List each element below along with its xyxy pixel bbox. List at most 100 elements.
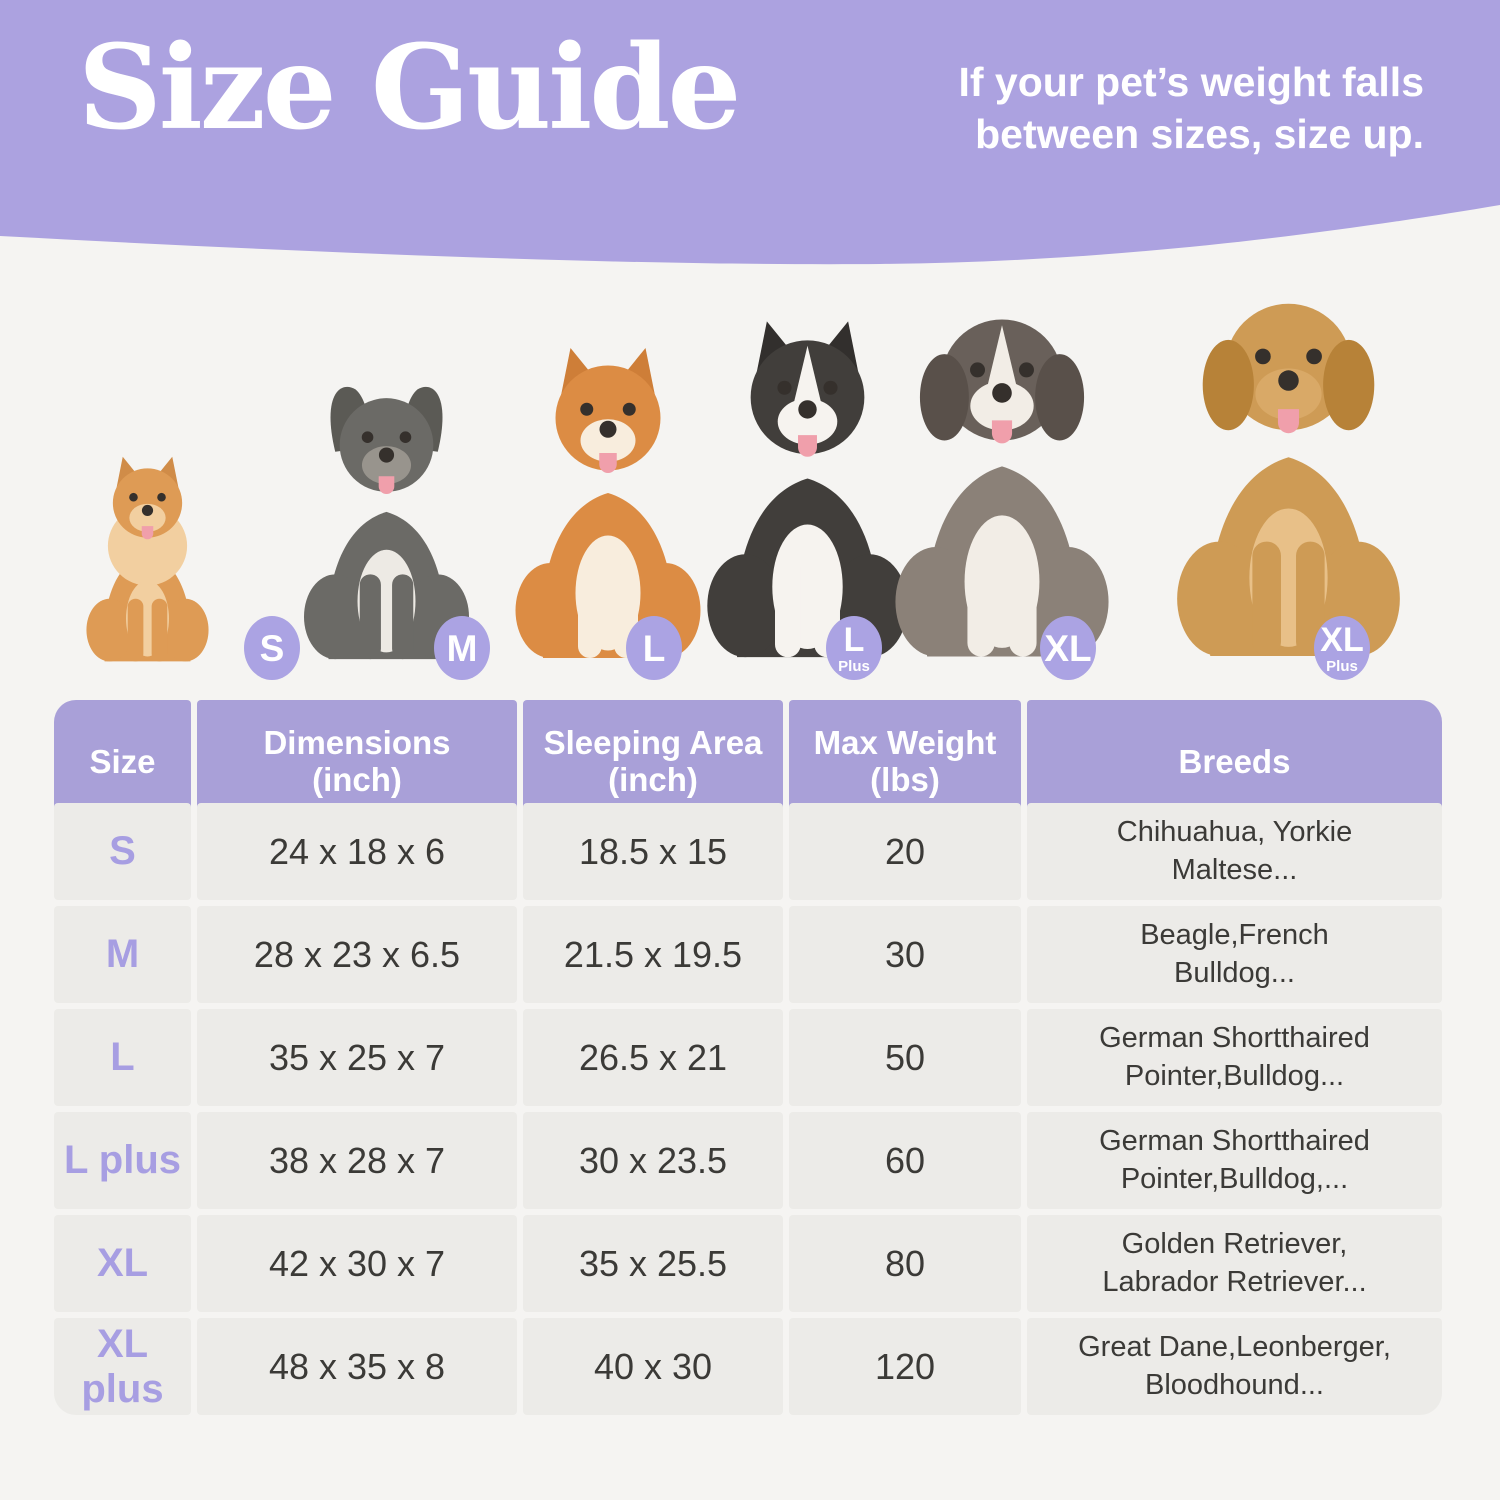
column-header-line2: (inch) (608, 761, 698, 798)
dog-haunch-left (303, 574, 367, 660)
dog-illustration (895, 319, 1109, 657)
badge-sublabel: Plus (838, 657, 870, 675)
table-cell-s-sleeping-area: 18.5 x 15 (523, 803, 783, 900)
dog-haunch-left (1177, 541, 1262, 656)
column-header-line1: Sleeping Area (543, 724, 763, 762)
dog-eye-right (622, 402, 636, 416)
column-header-line1: Dimensions (263, 724, 451, 762)
dog-tongue (599, 453, 617, 473)
table-cell-l-sleeping-area: 26.5 x 21 (523, 1009, 783, 1106)
dog-muzzle (361, 446, 412, 485)
table-cell-m-dimensions: 28 x 23 x 6.5 (197, 906, 517, 1003)
dog-eye-left (970, 362, 986, 378)
dog-eye-right (823, 380, 838, 395)
badge-label: M (446, 627, 478, 669)
table-cell-l-plus-breeds: German Shortthaired Pointer,Bulldog,... (1027, 1112, 1442, 1209)
table-cell-s-max-weight: 20 (789, 803, 1021, 900)
dog-ear-left (1202, 339, 1254, 431)
dog-ear-right (1035, 354, 1085, 441)
table-cell-xl-max-weight: 80 (789, 1215, 1021, 1312)
dog-tongue (1277, 409, 1300, 434)
dog-nose (141, 504, 154, 517)
dog-eye-left (361, 431, 374, 443)
header-note: If your pet’s weight falls between sizes… (959, 56, 1425, 161)
table-cell-m-sleeping-area: 21.5 x 19.5 (523, 906, 783, 1003)
size-badge-xl: XL (1040, 616, 1096, 680)
table-cell-l-plus-size: L plus (54, 1112, 191, 1209)
dog-muzzle (970, 381, 1034, 431)
column-header-line1: Breeds (1178, 742, 1291, 780)
dog-leg-right (392, 574, 414, 660)
dog-nose (599, 420, 617, 438)
dog-leg-right (151, 598, 168, 662)
dog-blaze (986, 325, 1018, 392)
dog-golden-retriever-image (1138, 276, 1439, 668)
dog-haunch-left (515, 563, 586, 658)
dog-haunch-left (86, 598, 133, 662)
dog-leg-left (127, 598, 144, 662)
dog-eye-right (1018, 362, 1034, 378)
dog-australian-shepherd-image (858, 293, 1146, 668)
badge-label: XL (1044, 627, 1092, 669)
table-cell-l-plus-sleeping-area: 30 x 23.5 (523, 1112, 783, 1209)
table-cell-l-breeds: German Shortthaired Pointer,Bulldog... (1027, 1009, 1442, 1106)
dog-leg-right (1009, 547, 1037, 657)
dog-eye-left (777, 380, 792, 395)
dog-ear-left (919, 354, 969, 441)
table-cell-xl-size: XL (54, 1215, 191, 1312)
column-header-line1: Size (89, 742, 156, 780)
table-cell-l-plus-dimensions: 38 x 28 x 7 (197, 1112, 517, 1209)
column-header-line1: Max Weight (813, 724, 997, 762)
dog-muzzle (580, 419, 636, 462)
table-cell-s-dimensions: 24 x 18 x 6 (197, 803, 517, 900)
dog-eye-right (399, 431, 412, 443)
dog-eye-left (580, 402, 594, 416)
dog-tongue (798, 435, 817, 457)
dog-leg-left (578, 563, 602, 658)
dog-haunch-left (707, 554, 784, 658)
table-cell-l-dimensions: 35 x 25 x 7 (197, 1009, 517, 1106)
table-cell-xl-plus-sleeping-area: 40 x 30 (523, 1318, 783, 1415)
table-cell-l-max-weight: 50 (789, 1009, 1021, 1106)
table-cell-xl-breeds: Golden Retriever, Labrador Retriever... (1027, 1215, 1442, 1312)
dog-nose (798, 400, 817, 419)
dog-nose (378, 447, 395, 463)
table-cell-l-plus-max-weight: 60 (789, 1112, 1021, 1209)
dog-eye-left (129, 492, 138, 502)
badge-label: XL (1320, 620, 1364, 659)
table-cell-xl-plus-breeds: Great Dane,Leonberger, Bloodhound... (1027, 1318, 1442, 1415)
table-cell-xl-dimensions: 42 x 30 x 7 (197, 1215, 517, 1312)
dog-pomeranian-image (65, 453, 230, 668)
dog-haunch-left (895, 547, 977, 657)
dog-tongue (991, 420, 1013, 444)
size-badge-l: L (626, 616, 682, 680)
size-table: Size Dimensions (inch) Sleeping Area (inch) M… (54, 700, 1446, 1415)
dog-blaze (792, 345, 823, 409)
dog-leg-left (1252, 541, 1281, 656)
table-cell-xl-plus-size: XL plus (54, 1318, 191, 1415)
table-cell-l-size: L (54, 1009, 191, 1106)
dog-tongue (141, 526, 154, 540)
size-badge-l-plus: L Plus (826, 616, 882, 680)
dog-nose (1278, 370, 1299, 391)
table-cell-m-max-weight: 30 (789, 906, 1021, 1003)
table-cell-s-breeds: Chihuahua, Yorkie Maltese... (1027, 803, 1442, 900)
dog-eye-left (1255, 348, 1271, 365)
dog-illustration (1177, 303, 1400, 656)
dog-muzzle (129, 503, 166, 532)
dog-illustration (86, 456, 209, 662)
dog-ear-right (1323, 339, 1375, 431)
table-cell-xl-plus-dimensions: 48 x 35 x 8 (197, 1318, 517, 1415)
dog-leg-left (967, 547, 995, 657)
dog-nose (992, 383, 1012, 403)
dog-muzzle (777, 398, 838, 445)
dogs-lineup: S M L (0, 250, 1500, 680)
table-cell-m-breeds: Beagle,French Bulldog... (1027, 906, 1442, 1003)
table-cell-s-size: S (54, 803, 191, 900)
dog-eye-right (157, 492, 166, 502)
dog-leg-left (775, 554, 801, 658)
dog-tongue (378, 476, 395, 495)
header-wave-background (0, 0, 1500, 265)
size-badge-xl-plus: XL Plus (1314, 616, 1370, 680)
dog-muzzle (1255, 368, 1322, 420)
